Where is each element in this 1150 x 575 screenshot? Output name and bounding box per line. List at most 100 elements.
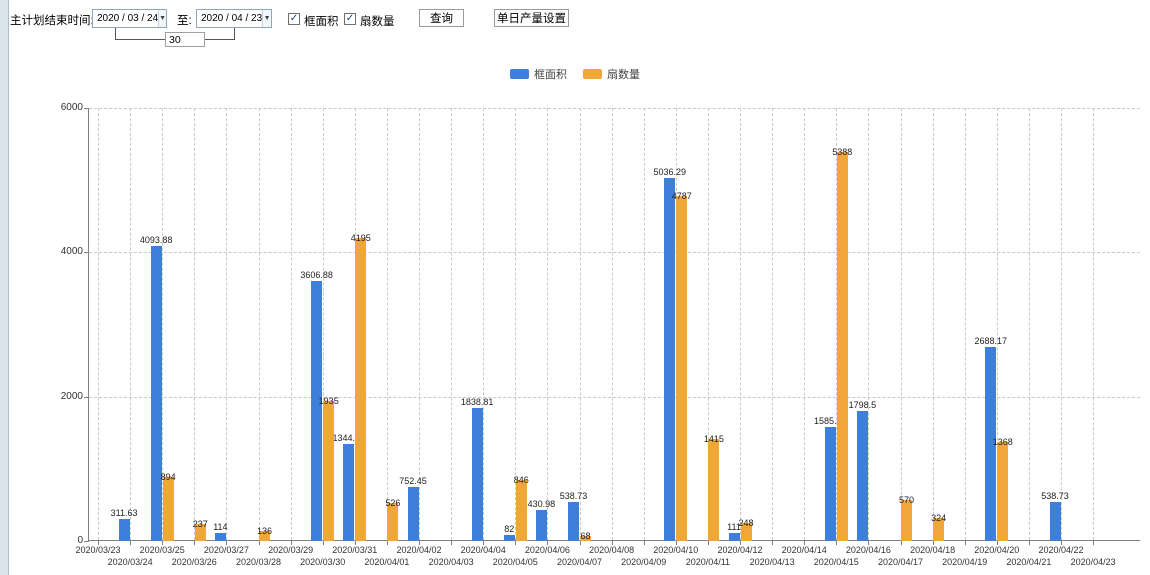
legend-item-frame-area: 框面积 <box>510 66 567 82</box>
bar-frame-area <box>407 486 419 541</box>
grid-line-vertical <box>643 108 645 540</box>
legend-label: 扇数量 <box>607 69 640 81</box>
x-axis-label: 2020/03/28 <box>235 557 282 567</box>
bar-fan-count <box>708 438 720 541</box>
grid-line-horizontal <box>89 396 1140 398</box>
bar-frame-area <box>1049 502 1061 541</box>
bar-value-label: 1935 <box>318 396 339 407</box>
bar-frame-area <box>118 518 130 541</box>
bar-frame-area <box>824 426 836 541</box>
frame-area-checkbox[interactable]: ✓ <box>288 13 300 25</box>
grid-line-vertical <box>451 108 453 540</box>
connector-line <box>115 28 116 40</box>
bar-value-label: 248 <box>738 518 754 529</box>
bar-fan-count <box>933 517 945 541</box>
bar-fan-count <box>515 479 527 541</box>
y-axis-label: 6000 <box>60 102 83 113</box>
bar-fan-count <box>194 523 206 541</box>
bar-value-label: 4787 <box>671 190 692 201</box>
bar-value-label: 2688.17 <box>974 336 1008 346</box>
y-axis-label: 4000 <box>60 246 83 258</box>
x-axis-label: 2020/04/14 <box>781 545 827 555</box>
checkmark-icon: ✓ <box>345 13 355 24</box>
x-axis-label: 2020/03/31 <box>332 545 378 555</box>
x-axis-label: 2020/04/02 <box>396 545 442 555</box>
checkmark-icon: ✓ <box>289 13 299 24</box>
bar-value-label: 324 <box>931 512 947 523</box>
x-axis-tick <box>547 541 549 545</box>
bar-fan-count <box>355 238 367 541</box>
bar-fan-count <box>323 401 335 541</box>
x-axis-tick <box>483 541 485 545</box>
bar-value-label: 3606.88 <box>300 269 333 280</box>
bar-value-label: 1368 <box>992 437 1013 448</box>
connector-line <box>234 28 235 40</box>
x-axis-tick <box>900 541 902 545</box>
x-axis-label: 2020/03/25 <box>139 545 185 555</box>
window-edge-strip <box>0 0 9 575</box>
bar-frame-area <box>150 245 162 541</box>
date-from-picker[interactable]: 2020 / 03 / 24 ▼ <box>92 9 167 28</box>
x-axis-tick <box>130 541 132 545</box>
bar-value-label: 68 <box>580 531 591 542</box>
bar-fan-count <box>162 476 174 541</box>
days-count-input[interactable] <box>165 32 205 47</box>
x-axis-label: 2020/03/24 <box>107 557 153 567</box>
date-to-value: 2020 / 04 / 23 <box>201 13 263 24</box>
bar-value-label: 1585.96 <box>814 415 847 426</box>
x-axis-tick <box>290 541 292 545</box>
bar-value-label: 111 <box>727 522 741 532</box>
bar-value-label: 114 <box>213 521 228 532</box>
y-axis-label: 0 <box>77 535 83 546</box>
bar-value-label: 5036.29 <box>653 166 687 177</box>
x-axis-tick <box>836 541 838 545</box>
bar-frame-area <box>503 535 515 541</box>
grid-line-vertical <box>804 108 806 540</box>
bar-frame-area <box>214 532 226 541</box>
x-axis-label: 2020/04/03 <box>428 557 474 567</box>
grid-line-vertical <box>130 108 132 540</box>
grid-line-vertical <box>98 108 99 540</box>
connector-line <box>115 39 165 40</box>
bar-value-label: 1344.95 <box>332 432 366 443</box>
x-axis-tick <box>707 541 709 545</box>
query-button[interactable]: 查询 <box>419 9 464 27</box>
fan-count-checkbox[interactable]: ✓ <box>344 13 356 25</box>
chevron-down-icon[interactable]: ▼ <box>262 10 271 27</box>
x-axis-label: 2020/03/30 <box>300 557 346 567</box>
bar-fan-count <box>740 523 752 541</box>
y-axis-label: 2000 <box>60 390 83 402</box>
legend-swatch-icon <box>510 69 529 79</box>
bar-frame-area <box>856 411 868 541</box>
x-axis-label: 2020/03/27 <box>203 545 249 555</box>
grid-line-vertical <box>1093 108 1095 540</box>
date-to-picker[interactable]: 2020 / 04 / 23 ▼ <box>196 9 272 28</box>
x-axis-tick <box>98 541 99 545</box>
grid-line-vertical <box>322 108 324 540</box>
x-axis-tick <box>1028 541 1030 545</box>
grid-line-vertical <box>194 108 196 540</box>
bar-frame-area <box>471 408 483 541</box>
x-axis-tick <box>804 541 806 545</box>
plan-end-time-label: 主计划结束时间: <box>10 15 94 27</box>
daily-output-settings-button[interactable]: 单日产量设置 <box>494 9 569 27</box>
chevron-down-icon[interactable]: ▼ <box>158 10 167 27</box>
bar-value-label: 752.45 <box>399 475 427 486</box>
x-axis-tick <box>419 541 420 545</box>
grid-line-vertical <box>996 108 998 540</box>
x-axis-label: 2020/04/22 <box>1038 545 1084 555</box>
grid-line-horizontal <box>89 108 1140 109</box>
x-axis-label: 2020/04/19 <box>942 557 988 567</box>
x-axis-label: 2020/04/08 <box>589 545 635 555</box>
grid-line-vertical <box>707 108 709 540</box>
bar-value-label: 526 <box>385 498 401 508</box>
bar-fan-count <box>580 536 591 541</box>
bar-frame-area <box>535 509 547 541</box>
x-axis-tick <box>226 541 228 545</box>
bar-value-label: 237 <box>192 518 208 529</box>
x-axis-tick <box>386 541 388 545</box>
bar-value-label: 136 <box>256 526 273 537</box>
bar-value-label: 1415 <box>703 433 724 444</box>
bar-value-label: 4093.88 <box>139 234 173 245</box>
